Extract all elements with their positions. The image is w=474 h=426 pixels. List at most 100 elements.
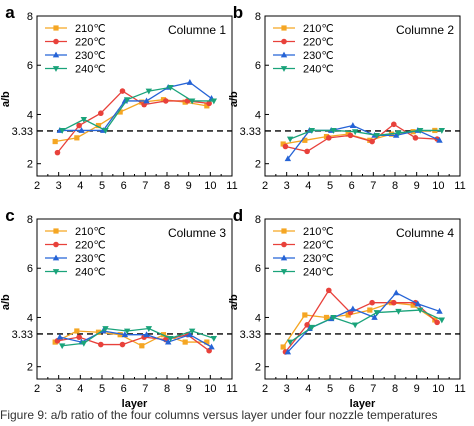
legend-label: 210℃ [75,23,106,35]
series-line [62,327,215,347]
data-point [412,135,419,141]
y-tick-label: 2 [27,159,33,171]
series-240℃ [58,84,218,134]
legend-label: 240℃ [75,267,106,279]
x-axis-label: layer [350,398,376,410]
series-line [55,99,207,143]
x-tick-label: 11 [454,180,465,192]
panel-label: b [233,3,243,22]
data-point [188,98,196,105]
y-tick-label: 4 [27,312,33,324]
plot-frame [264,15,461,177]
y-tick-label: 2 [27,362,33,374]
data-point [304,148,310,155]
data-point [102,128,109,134]
legend-marker [281,241,287,248]
x-tick-label: 9 [414,383,420,395]
y-axis-label: a/b [0,91,12,107]
data-point [280,344,286,350]
x-tick-label: 2 [34,383,40,395]
data-point [145,88,153,95]
data-point [208,343,215,350]
data-point [438,128,446,134]
data-point [373,132,381,139]
series-240℃ [286,128,446,143]
series-line [57,333,210,352]
y-tick-label: 8 [27,214,33,226]
data-point [326,135,332,141]
y-tick-label: 3.33 [240,126,261,138]
data-point [416,128,424,134]
x-tick-label: 7 [142,383,148,395]
legend-marker [281,228,287,234]
data-point [58,128,66,134]
legend-marker [52,66,60,72]
legend-label: 220℃ [75,240,106,252]
legend-marker [52,254,60,261]
data-point [167,84,174,91]
series-line [289,129,442,140]
data-point [438,317,446,324]
data-point [74,328,80,334]
y-tick-label: 6 [255,60,261,72]
y-tick-label: 4 [27,109,33,121]
x-tick-label: 5 [99,383,105,395]
y-tick-label: 2 [255,159,261,171]
plot-frame [36,15,233,177]
series-line [285,123,438,153]
x-tick-label: 6 [349,383,355,395]
legend-marker [53,228,59,234]
x-tick-label: 10 [432,180,444,192]
data-point [80,116,88,123]
data-point [143,97,150,104]
series-line [282,302,436,348]
data-point [74,135,80,141]
data-point [186,331,194,338]
panel-label: c [5,206,14,225]
data-point [139,99,145,105]
data-point [58,343,66,350]
data-point [186,79,194,85]
data-point [373,310,381,316]
x-tick-label: 11 [454,383,465,395]
data-point [204,339,210,345]
x-tick-label: 10 [204,180,216,192]
data-point [369,138,375,145]
x-axis-label: layer [122,398,148,410]
series-line [59,330,212,348]
chart-panel-a: 2 3 4 5 6 7 8 9 10 11 2 3.33 4 6 8 a/b a Columne 1 210℃ 220… [0,3,238,192]
y-tick-label: 6 [255,263,261,275]
data-point [56,333,64,340]
data-point [206,100,212,107]
data-point [436,136,443,143]
data-point [323,314,330,321]
data-point [117,332,123,338]
data-point [121,97,129,104]
x-tick-label: 4 [77,383,83,395]
y-axis-label: a/b [228,91,240,107]
y-tick-label: 3.33 [12,126,33,138]
x-tick-label: 9 [414,180,420,192]
data-point [182,339,188,345]
data-point [95,329,102,335]
data-point [119,341,126,348]
data-point [434,319,440,326]
y-tick-label: 6 [27,263,33,275]
data-point [280,141,286,147]
legend-label: 220℃ [303,37,334,49]
y-tick-label: 3.33 [240,329,261,341]
data-point [117,109,123,115]
legend-marker [281,25,287,31]
y-tick-label: 4 [255,312,261,324]
legend-marker [280,51,288,58]
series-230℃ [284,122,443,162]
x-tick-label: 2 [34,180,40,192]
series-220℃ [282,121,440,155]
data-point [121,331,129,338]
x-tick-label: 5 [327,180,333,192]
data-point [54,149,61,156]
legend-marker [280,66,288,72]
series-240℃ [286,307,446,346]
